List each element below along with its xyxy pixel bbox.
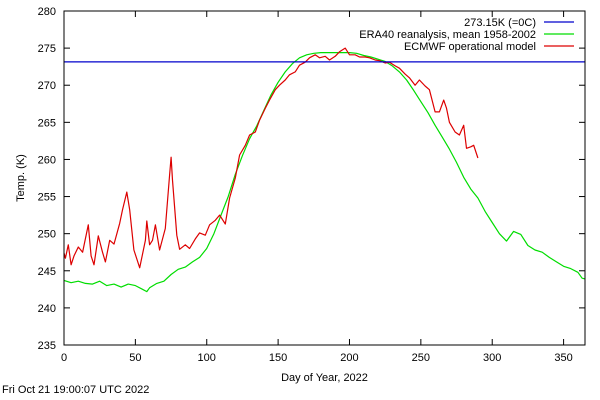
ticks-layer: 235 240 245 250 255 260 265 270 275 280 0 50 100 150 2… bbox=[38, 6, 585, 364]
y-tick-label: 280 bbox=[38, 6, 56, 18]
y-axis-label: Temp. (K) bbox=[15, 154, 27, 202]
y-tick-label: 265 bbox=[38, 117, 56, 129]
x-tick-label: 50 bbox=[129, 352, 141, 364]
legend-label-ecmwf: ECMWF operational model bbox=[404, 41, 536, 53]
series-line-ecmwf bbox=[63, 47, 479, 269]
timestamp: Fri Oct 21 19:00:07 UTC 2022 bbox=[2, 384, 150, 396]
series-layer bbox=[63, 47, 586, 293]
series-line-era40 bbox=[63, 51, 586, 293]
x-axis-label: Day of Year, 2022 bbox=[281, 372, 368, 384]
x-tick-label: 0 bbox=[61, 352, 67, 364]
x-tick-label: 150 bbox=[269, 352, 287, 364]
x-tick-label: 100 bbox=[198, 352, 216, 364]
y-tick-label: 255 bbox=[38, 192, 56, 204]
x-tick-label: 350 bbox=[554, 352, 572, 364]
y-tick-label: 260 bbox=[38, 154, 56, 166]
x-tick-label: 300 bbox=[483, 352, 501, 364]
legend-label-era40: ERA40 reanalysis, mean 1958-2002 bbox=[359, 29, 536, 41]
x-tick-label: 250 bbox=[412, 352, 430, 364]
y-tick-label: 250 bbox=[38, 229, 56, 241]
y-tick-label: 270 bbox=[38, 80, 56, 92]
plot-frame bbox=[63, 10, 586, 346]
y-tick-label: 275 bbox=[38, 43, 56, 55]
y-tick-label: 240 bbox=[38, 303, 56, 315]
x-tick-label: 200 bbox=[340, 352, 358, 364]
y-tick-label: 235 bbox=[38, 340, 56, 352]
y-tick-label: 245 bbox=[38, 266, 56, 278]
legend-label-freezing: 273.15K (=0C) bbox=[464, 17, 536, 29]
legend: 273.15K (=0C) ERA40 reanalysis, mean 195… bbox=[359, 17, 574, 53]
